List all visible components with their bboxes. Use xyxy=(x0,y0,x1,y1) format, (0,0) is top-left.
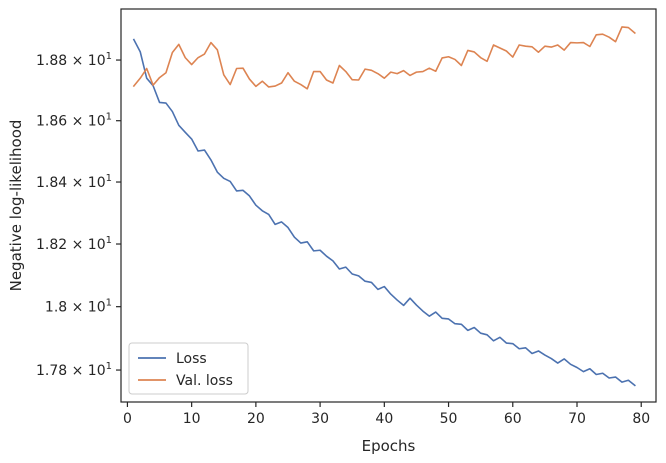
x-tick-label: 80 xyxy=(632,411,650,427)
x-tick-label: 10 xyxy=(183,411,201,427)
x-axis-ticks: 0 10 20 30 40 50 60 70 80 xyxy=(123,402,650,427)
series-layer xyxy=(132,26,636,387)
series-line-val-loss xyxy=(132,26,636,90)
x-tick-label: 40 xyxy=(375,411,393,427)
plot-area xyxy=(120,8,657,403)
legend-label-val-loss: Val. loss xyxy=(176,373,233,389)
x-axis-label: Epochs xyxy=(362,437,416,455)
y-tick-label: 1.8 × 101 xyxy=(45,298,112,316)
y-axis-label: Negative log-likelihood xyxy=(7,120,25,292)
x-tick-label: 70 xyxy=(568,411,586,427)
legend-box xyxy=(128,342,249,395)
y-tick-label: 1.88 × 101 xyxy=(36,51,112,69)
y-tick-label: 1.82 × 101 xyxy=(36,235,112,253)
y-axis-ticks: 1.78 × 101 1.8 × 101 1.82 × 101 1.84 × 101 1… xyxy=(36,51,121,379)
y-tick-label: 1.86 × 101 xyxy=(36,112,112,130)
legend: Loss Val. loss xyxy=(128,342,249,395)
x-tick-label: 50 xyxy=(440,411,458,427)
x-tick-label: 0 xyxy=(123,411,132,427)
x-tick-label: 20 xyxy=(247,411,265,427)
y-tick-label: 1.84 × 101 xyxy=(36,173,112,191)
y-tick-label: 1.78 × 101 xyxy=(36,361,112,379)
legend-label-loss: Loss xyxy=(176,351,207,367)
x-tick-label: 60 xyxy=(504,411,522,427)
x-tick-label: 30 xyxy=(311,411,329,427)
series-line-loss xyxy=(132,38,636,387)
